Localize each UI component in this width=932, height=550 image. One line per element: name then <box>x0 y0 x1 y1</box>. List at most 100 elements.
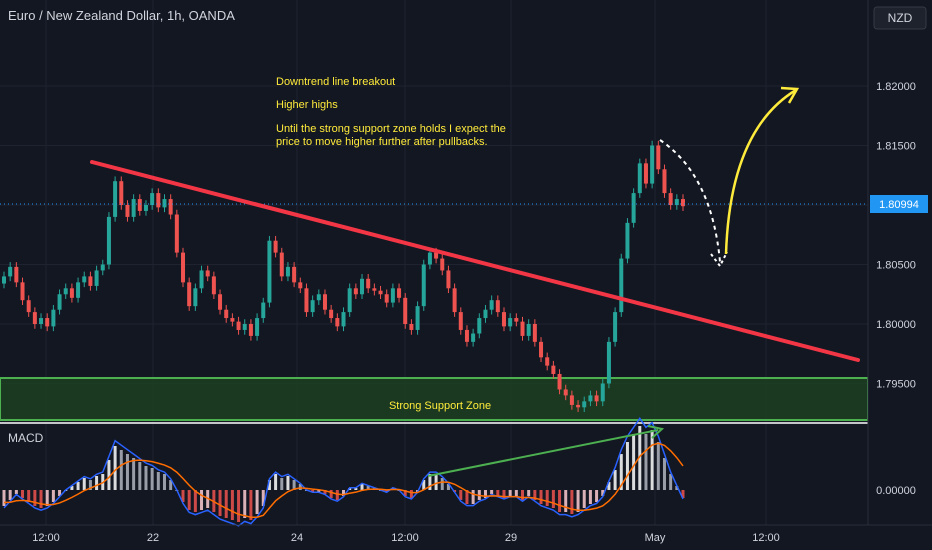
symbol-title[interactable]: Euro / New Zealand Dollar, 1h, OANDA <box>8 8 235 23</box>
candle-body <box>88 276 93 286</box>
macd-histogram-bar <box>342 490 345 496</box>
candle-body <box>335 318 340 327</box>
macd-histogram-bar <box>2 490 6 506</box>
candle-body <box>434 252 439 259</box>
candle-body <box>211 276 216 295</box>
candle-body <box>551 365 556 374</box>
candle-body <box>643 163 648 184</box>
macd-histogram-bar <box>156 472 160 490</box>
macd-histogram-bar <box>588 490 592 504</box>
candle-body <box>100 264 105 271</box>
macd-histogram-bar <box>508 490 512 496</box>
annotation-outlook-1: Until the strong support zone holds I ex… <box>276 123 506 135</box>
macd-signal-line <box>3 442 684 519</box>
macd-histogram-bar <box>249 490 253 520</box>
macd-line <box>3 416 684 527</box>
macd-histogram-bar <box>132 458 136 490</box>
candle-body <box>51 309 56 327</box>
macd-histogram-bar <box>119 450 123 490</box>
macd-histogram-bar <box>625 442 629 490</box>
candle-body <box>347 288 352 313</box>
currency-badge[interactable] <box>873 6 927 30</box>
candle-body <box>495 300 500 313</box>
macd-histogram-bar <box>681 490 685 498</box>
macd-histogram-bar <box>564 490 568 512</box>
candle-body <box>113 181 118 217</box>
macd-histogram-bar <box>366 486 370 490</box>
macd-label[interactable]: MACD <box>8 431 44 445</box>
macd-histogram-bar <box>582 490 586 508</box>
candle-body <box>446 270 451 289</box>
candle-body <box>279 252 284 277</box>
pullback-arrow[interactable] <box>659 139 721 263</box>
candle-body <box>588 395 593 402</box>
candle-body <box>545 357 550 366</box>
candle-body <box>131 199 136 217</box>
candle-body <box>501 312 506 327</box>
y-axis-ticks: 1.820001.815001.810001.805001.800001.795… <box>876 81 916 391</box>
candle-body <box>162 199 167 208</box>
macd-histogram-bar <box>539 490 543 504</box>
candle-body <box>168 199 173 215</box>
macd-histogram-bar <box>409 490 413 498</box>
x-tick-label: 12:00 <box>752 532 780 544</box>
candle-body <box>353 288 358 295</box>
macd-histogram-bar <box>329 490 333 498</box>
macd-histogram-bar <box>601 490 605 496</box>
price-axis-panel[interactable] <box>868 0 932 525</box>
candle-body <box>532 324 537 342</box>
macd-histogram-bar <box>125 454 129 490</box>
candle-body <box>366 278 371 289</box>
macd-histogram-bar <box>8 490 12 500</box>
candle-body <box>594 395 599 402</box>
macd-histogram-bar <box>169 480 173 490</box>
last-price-label: 1.80994 <box>879 199 919 211</box>
candle-body <box>489 300 494 310</box>
y-tick-label: 1.80000 <box>876 319 916 331</box>
y-tick-label: 1.82000 <box>876 81 916 93</box>
macd-histogram-bar <box>267 480 271 490</box>
y-tick-label: 1.81500 <box>876 141 916 153</box>
last-price-badge[interactable] <box>870 195 928 213</box>
macd-histogram-bar <box>428 474 432 490</box>
candle-body <box>378 290 383 295</box>
candle-body <box>267 240 272 303</box>
macd-histogram-bar <box>95 476 99 490</box>
candle-body <box>298 282 303 289</box>
downtrend-line[interactable] <box>90 160 860 362</box>
macd-histogram-bar <box>317 490 321 492</box>
candle-body <box>514 318 519 322</box>
candle-body <box>569 395 574 405</box>
candle-body <box>2 276 6 284</box>
candle-body <box>248 324 253 336</box>
candle-body <box>520 321 525 336</box>
candle-body <box>57 294 62 310</box>
macd-histogram-bar <box>595 490 599 502</box>
candle-body <box>576 404 581 408</box>
macd-histogram-bar <box>465 490 469 504</box>
candle-body <box>181 252 186 283</box>
candle-body <box>156 193 161 208</box>
candle-body <box>613 312 618 342</box>
macd-histogram-bar <box>311 490 315 492</box>
candle-body <box>193 288 198 307</box>
candle-body <box>205 270 210 277</box>
candle-body <box>32 312 37 324</box>
candle-body <box>304 288 309 313</box>
candle-body <box>187 282 192 307</box>
macd-histogram-bar <box>471 490 475 504</box>
macd-histogram-bar <box>286 476 290 490</box>
macd-histogram-bar <box>496 490 500 496</box>
macd-histogram-bar <box>551 490 555 508</box>
macd-histogram-bar <box>138 462 142 490</box>
candle-body <box>483 309 488 319</box>
projection-arrow[interactable] <box>724 88 797 255</box>
macd-histogram-bar <box>576 490 580 512</box>
macd-histogram-bar <box>545 490 549 506</box>
candle-body <box>125 205 130 217</box>
candle-body <box>477 318 482 334</box>
support-zone[interactable] <box>0 377 869 421</box>
macd-histogram-bar <box>632 434 636 490</box>
macd-divergence-line[interactable] <box>427 429 659 477</box>
macd-histogram-bar <box>76 482 80 490</box>
